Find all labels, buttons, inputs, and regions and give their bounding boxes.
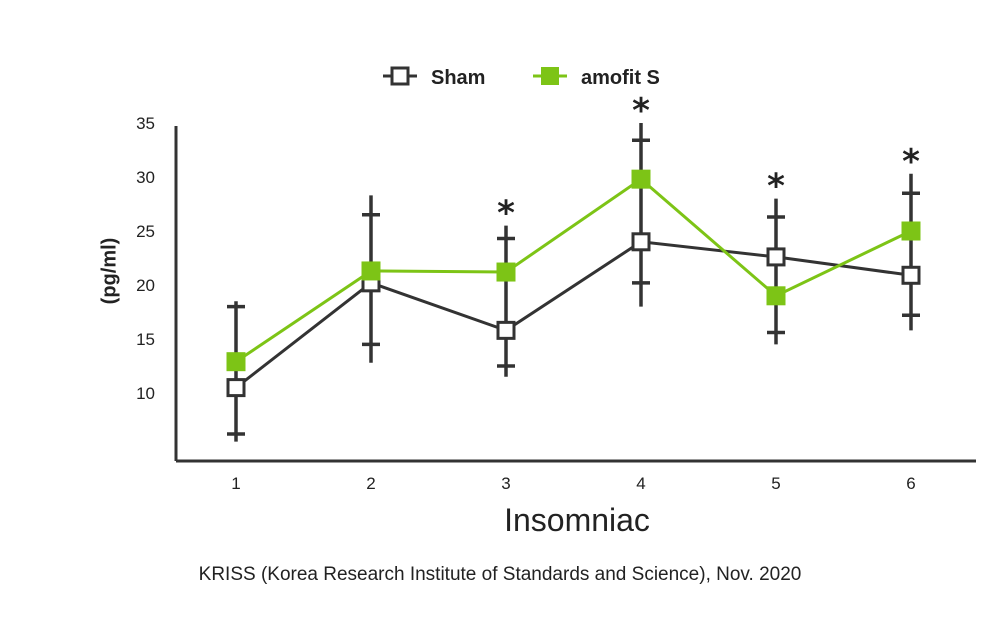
data-point-amofit <box>361 261 381 281</box>
y-tick-label: 15 <box>136 330 155 349</box>
source-credit: KRISS (Korea Research Institute of Stand… <box>199 564 802 585</box>
x-tick-label: 2 <box>366 474 375 493</box>
legend-label-amofit: amofit S <box>581 67 660 89</box>
legend-marker-amofit <box>541 67 559 85</box>
x-axis-label: Insomniac <box>504 502 650 538</box>
legend-label-sham: Sham <box>431 67 485 89</box>
significance-star: * <box>767 167 785 207</box>
x-tick-label: 3 <box>501 474 510 493</box>
y-tick-label: 35 <box>136 114 155 133</box>
x-tick-label: 4 <box>636 474 645 493</box>
legend: Sham amofit S <box>383 66 660 89</box>
data-point-amofit <box>226 352 246 372</box>
significance-star: * <box>497 194 515 234</box>
x-tick-label: 6 <box>906 474 915 493</box>
y-tick-label: 10 <box>136 384 155 403</box>
data-point-sham <box>496 320 516 340</box>
y-tick-label: 30 <box>136 168 155 187</box>
y-tick-label: 25 <box>136 222 155 241</box>
data-point-amofit <box>631 169 651 189</box>
y-tick-labels: 10 15 20 25 30 35 <box>136 114 155 403</box>
x-tick-labels: 1 2 3 4 5 6 <box>231 474 915 493</box>
data-point-amofit <box>901 221 921 241</box>
x-tick-label: 1 <box>231 474 240 493</box>
series-markers <box>226 169 921 398</box>
data-point-sham <box>226 378 246 398</box>
significance-markers: * * * * <box>497 91 920 234</box>
significance-star: * <box>902 142 920 182</box>
series-line-sham <box>235 240 912 389</box>
significance-star: * <box>632 91 650 131</box>
series-lines <box>235 177 912 389</box>
data-point-sham <box>901 265 921 285</box>
data-point-amofit <box>496 262 516 282</box>
series-line-amofit <box>235 177 912 363</box>
legend-item-amofit: amofit S <box>533 67 660 89</box>
error-bars <box>227 123 920 442</box>
y-tick-label: 20 <box>136 276 155 295</box>
x-tick-label: 5 <box>771 474 780 493</box>
legend-marker-sham <box>390 66 410 86</box>
legend-item-sham: Sham <box>383 66 485 89</box>
y-axis-label: (pg/ml) <box>98 238 120 305</box>
data-point-amofit <box>766 286 786 306</box>
data-point-sham <box>766 247 786 267</box>
data-point-sham <box>631 232 651 252</box>
